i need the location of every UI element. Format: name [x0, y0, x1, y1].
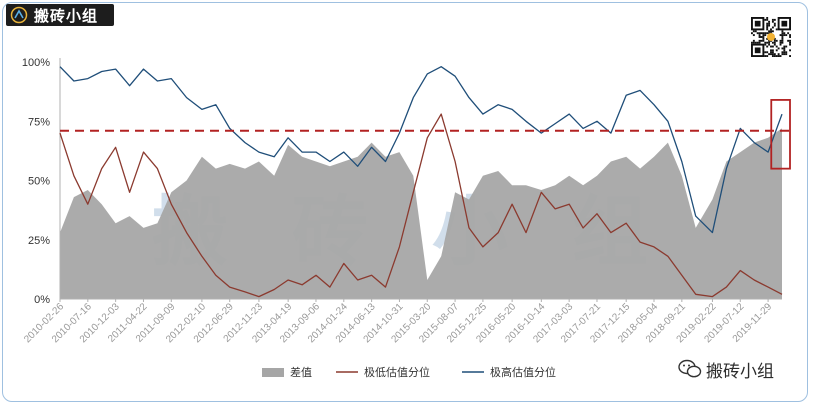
series-line-low-valuation	[59, 113, 783, 298]
y-tick-label: 50%	[28, 176, 50, 188]
legend-swatch-area	[262, 368, 284, 377]
brand-logo: 搬砖小组	[6, 4, 114, 26]
highlight-box	[770, 99, 791, 170]
wechat-watermark-text: 搬砖小组	[706, 362, 774, 382]
y-tick-label: 25%	[28, 235, 50, 247]
series-line-high-valuation	[59, 66, 783, 234]
wechat-icon	[678, 359, 702, 378]
legend-label: 极高估值分位	[490, 365, 556, 379]
y-tick-label: 75%	[28, 116, 50, 128]
qr-code-icon	[751, 17, 791, 57]
series-area-spread	[60, 128, 782, 299]
brand-mark-icon	[10, 6, 28, 24]
legend-label: 极低估值分位	[364, 365, 430, 379]
y-tick-label: 100%	[22, 57, 50, 69]
legend-label: 差值	[290, 365, 312, 379]
brand-logo-text: 搬砖小组	[34, 7, 99, 25]
y-tick-label: 0%	[34, 294, 50, 306]
